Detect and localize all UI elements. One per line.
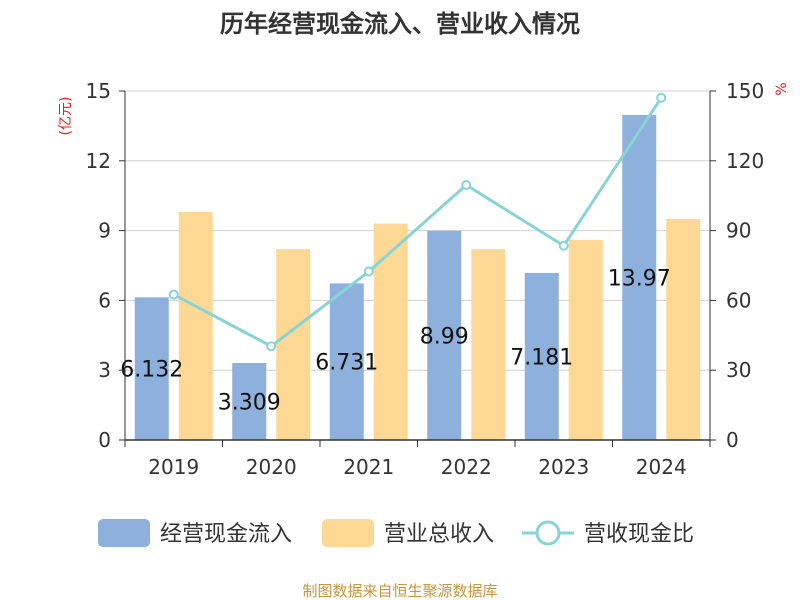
y-right-tick-label: 30 <box>726 358 751 382</box>
x-tick-label: 2019 <box>148 455 199 479</box>
y-left-tick-label: 0 <box>98 428 111 452</box>
legend: 经营现金流入 营业总收入 营收现金比 <box>98 519 694 547</box>
bar-cash-inflow <box>622 114 657 441</box>
data-label: 6.731 <box>315 351 378 376</box>
bar-revenue <box>373 223 408 440</box>
legend-label-revenue: 营业总收入 <box>384 522 494 547</box>
line-ratio <box>173 96 663 349</box>
y-right-tick-label: 60 <box>726 288 751 312</box>
bar-revenue <box>568 239 603 440</box>
y-left-tick-label: 12 <box>86 149 111 173</box>
bar-cash-inflow <box>524 272 559 440</box>
bar-revenue <box>276 249 311 440</box>
source-note: 制图数据来自恒生聚源数据库 <box>302 582 497 600</box>
data-label: 7.181 <box>510 345 573 370</box>
data-label: 13.97 <box>608 266 671 291</box>
x-tick-label: 2024 <box>636 455 687 479</box>
bar-cash-inflow <box>329 283 364 440</box>
y-right-tick-label: 90 <box>726 219 751 243</box>
x-tick-label: 2022 <box>441 455 492 479</box>
x-tick-label: 2023 <box>538 455 589 479</box>
line-point <box>461 179 472 190</box>
legend-label-cash-inflow: 经营现金流入 <box>160 522 292 547</box>
chart-title: 历年经营现金流入、营业收入情况 <box>220 10 580 38</box>
y-left-tick-label: 6 <box>98 288 111 312</box>
legend-swatch-cash-inflow <box>98 519 150 547</box>
grid <box>125 90 710 371</box>
bar-cash-inflow <box>232 363 267 440</box>
data-label: 8.99 <box>420 324 469 349</box>
y-left-tick-label: 9 <box>98 219 111 243</box>
y-right-tick-label: 0 <box>726 428 739 452</box>
legend-label-ratio: 营收现金比 <box>584 522 694 547</box>
y-left-unit: (亿元) <box>58 97 74 136</box>
line-point <box>656 92 667 103</box>
line-series <box>168 92 667 352</box>
data-label: 6.132 <box>120 358 183 383</box>
x-tick-label: 2020 <box>246 455 297 479</box>
y-right-tick-label: 120 <box>726 149 764 173</box>
legend-swatch-revenue <box>322 519 374 547</box>
y-right-unit: % <box>774 82 790 95</box>
y-right-tick-label: 150 <box>726 79 764 103</box>
bar-revenue <box>178 211 213 440</box>
legend-swatch-ratio-marker <box>535 520 561 546</box>
line-point <box>168 289 179 300</box>
line-point <box>266 341 277 352</box>
line-point <box>558 240 569 251</box>
data-label: 3.309 <box>218 391 281 416</box>
bar-cash-inflow <box>427 230 462 440</box>
y-left-tick-label: 3 <box>98 358 111 382</box>
bar-revenue <box>666 218 701 440</box>
line-point <box>363 266 374 277</box>
bar-cash-inflow <box>134 297 169 440</box>
x-tick-label: 2021 <box>343 455 394 479</box>
y-left-tick-label: 15 <box>86 79 111 103</box>
data-labels: 6.132 3.309 6.731 8.99 7.181 13.97 <box>120 266 670 415</box>
bars <box>134 114 701 441</box>
bar-revenue <box>471 249 506 440</box>
